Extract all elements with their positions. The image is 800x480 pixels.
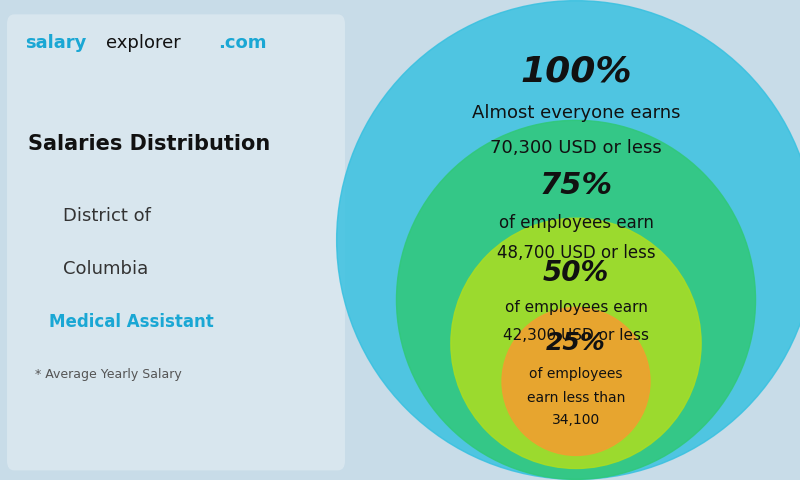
Text: * Average Yearly Salary: * Average Yearly Salary (35, 368, 182, 381)
Text: Columbia: Columbia (63, 260, 149, 278)
Text: 50%: 50% (543, 259, 609, 287)
Circle shape (397, 120, 755, 480)
Text: Medical Assistant: Medical Assistant (50, 312, 214, 331)
Text: District of: District of (63, 207, 151, 225)
Text: 75%: 75% (539, 171, 613, 200)
Text: 70,300 USD or less: 70,300 USD or less (490, 139, 662, 156)
Text: 25%: 25% (546, 331, 606, 355)
Text: of employees: of employees (530, 367, 622, 381)
Text: 42,300 USD or less: 42,300 USD or less (503, 328, 649, 343)
Text: earn less than: earn less than (527, 391, 625, 405)
Text: .com: .com (218, 34, 266, 52)
Text: Almost everyone earns: Almost everyone earns (472, 104, 680, 122)
Circle shape (337, 0, 800, 480)
Text: 34,100: 34,100 (552, 412, 600, 427)
Circle shape (502, 308, 650, 456)
Text: explorer: explorer (106, 34, 180, 52)
Text: of employees earn: of employees earn (505, 300, 647, 315)
Text: of employees earn: of employees earn (498, 214, 654, 231)
Text: 48,700 USD or less: 48,700 USD or less (497, 244, 655, 262)
Text: 100%: 100% (520, 54, 632, 88)
Circle shape (451, 218, 701, 468)
FancyBboxPatch shape (7, 14, 345, 470)
Text: Salaries Distribution: Salaries Distribution (28, 134, 270, 154)
Text: salary: salary (25, 34, 86, 52)
